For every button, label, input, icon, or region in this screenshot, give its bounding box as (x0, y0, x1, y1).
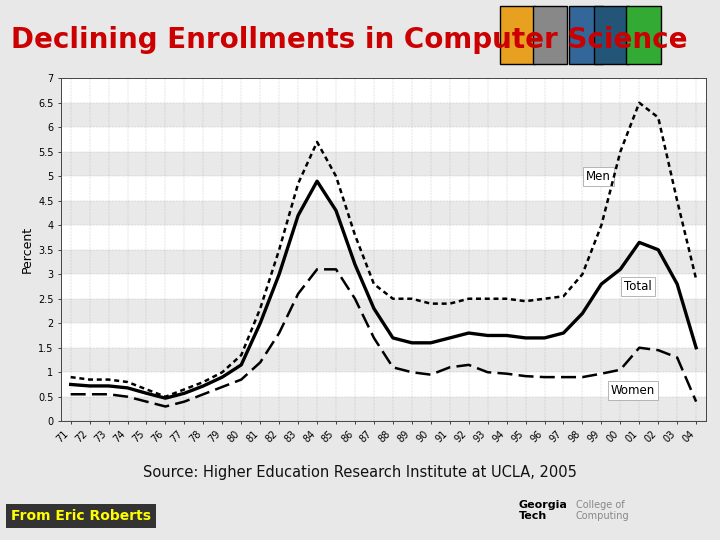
FancyBboxPatch shape (626, 6, 661, 64)
Text: Georgia
Tech: Georgia Tech (518, 500, 567, 521)
Bar (61, 397, 706, 421)
Text: Women: Women (611, 384, 655, 397)
Text: Source: Higher Education Research Institute at UCLA, 2005: Source: Higher Education Research Instit… (143, 465, 577, 480)
Bar (61, 103, 706, 127)
FancyBboxPatch shape (500, 6, 535, 64)
Text: Men: Men (586, 170, 611, 183)
Bar (61, 152, 706, 176)
FancyBboxPatch shape (533, 6, 567, 64)
Bar (61, 348, 706, 372)
Text: Total: Total (624, 280, 652, 293)
FancyBboxPatch shape (594, 6, 629, 64)
Bar (61, 201, 706, 225)
Text: From Eric Roberts: From Eric Roberts (11, 509, 150, 523)
FancyBboxPatch shape (569, 6, 603, 64)
Bar (61, 249, 706, 274)
Text: Declining Enrollments in Computer Science: Declining Enrollments in Computer Scienc… (11, 26, 688, 54)
Text: College of
Computing: College of Computing (576, 500, 629, 521)
Bar (61, 299, 706, 323)
Y-axis label: Percent: Percent (21, 226, 34, 273)
